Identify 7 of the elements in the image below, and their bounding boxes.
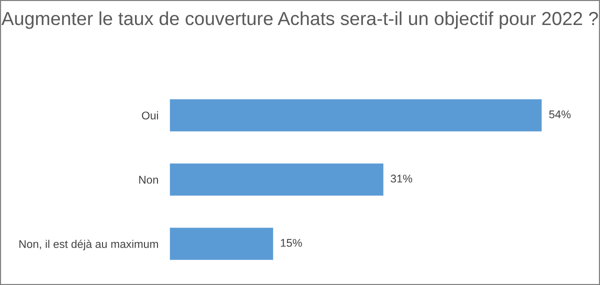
y-tick-label: Non, il est déjà au maximum [19, 240, 158, 250]
data-label: 54% [549, 110, 571, 118]
chart-title: Augmenter le taux de couverture Achats sera-t-il un objectif pour 2022 ? [1, 11, 598, 29]
data-label: 15% [280, 238, 302, 247]
data-label: 31% [390, 174, 412, 183]
y-tick-label: Non [139, 176, 158, 184]
y-tick-label: Oui [142, 111, 158, 120]
